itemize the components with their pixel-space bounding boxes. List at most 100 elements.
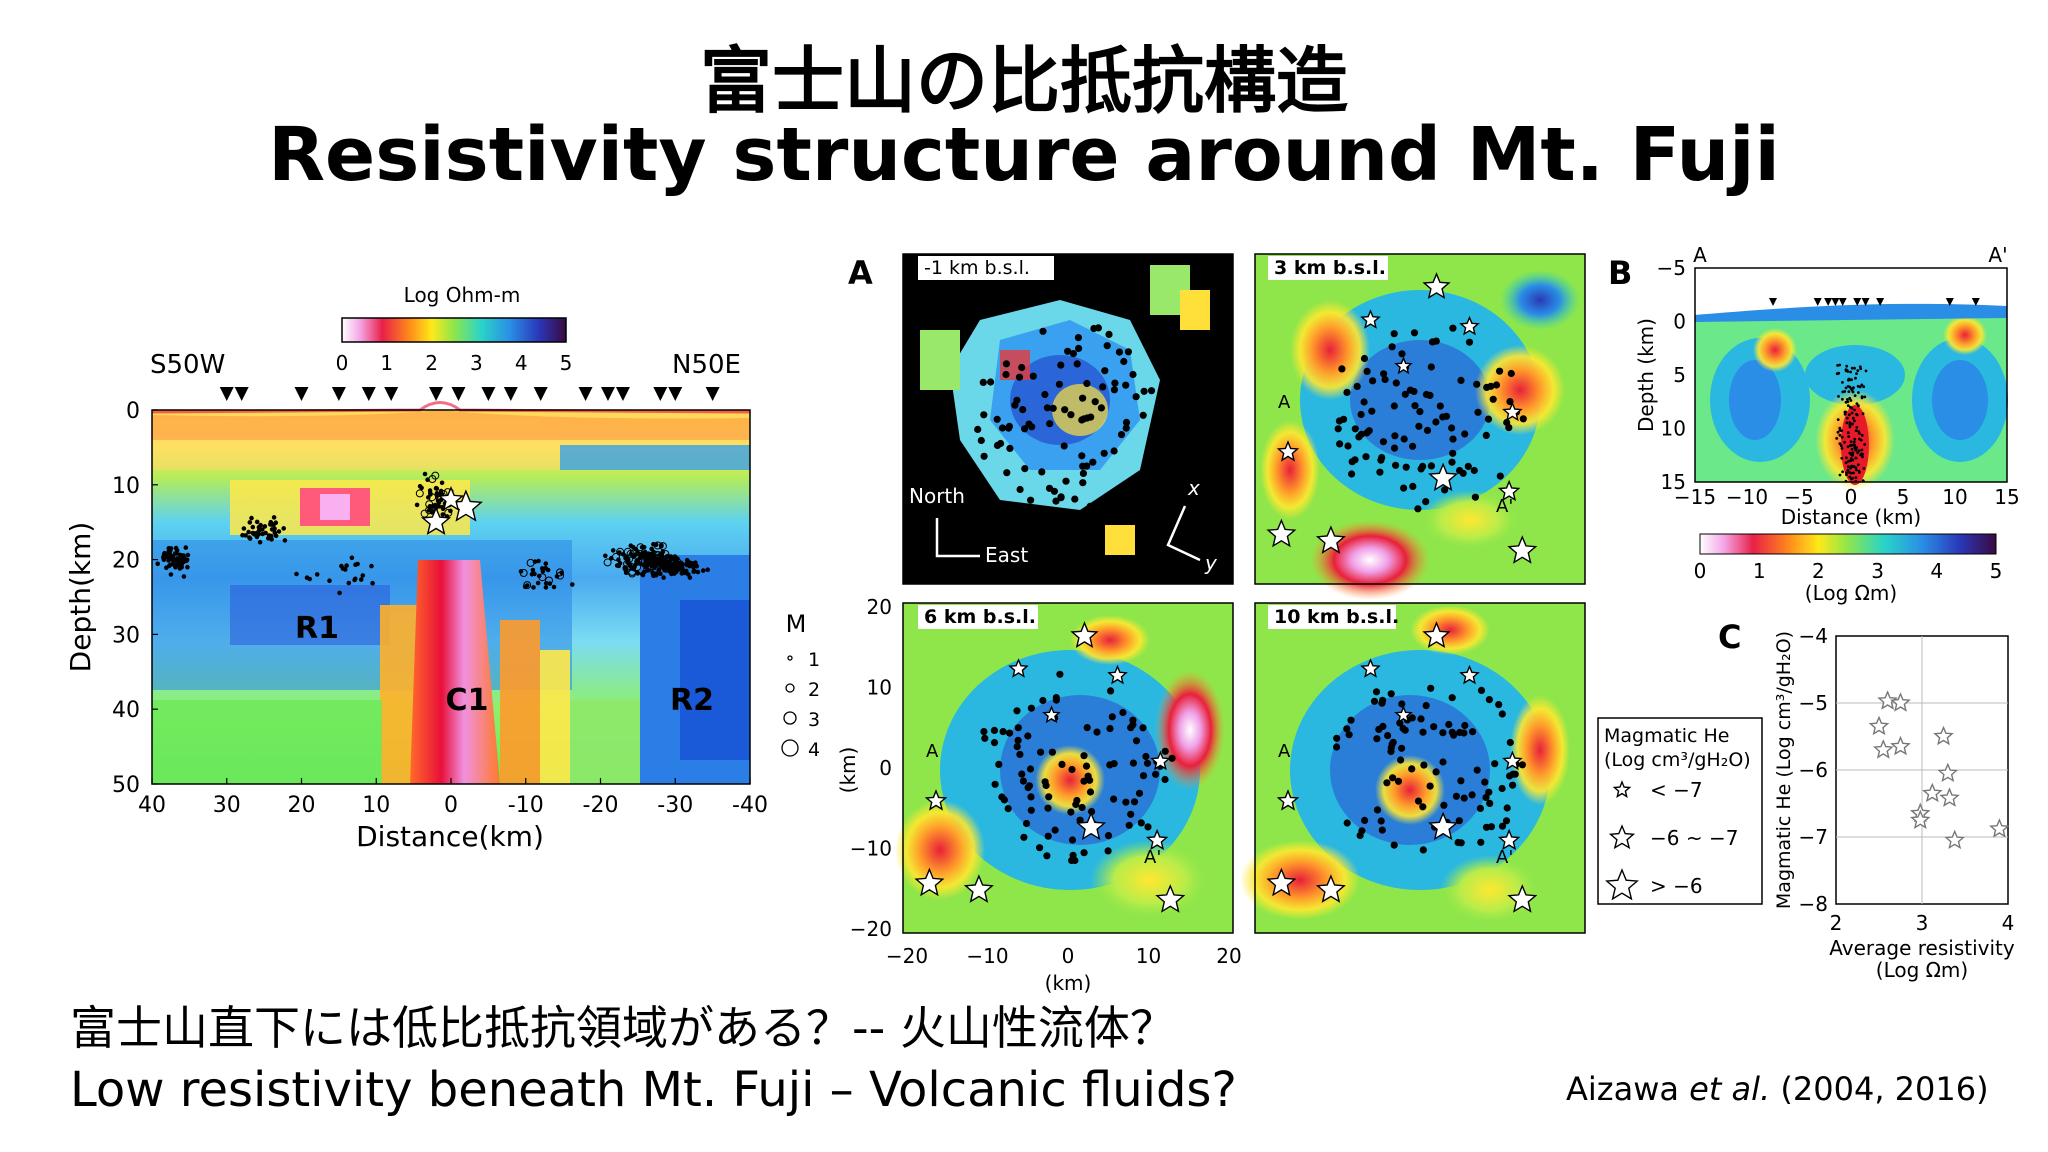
panel-b-colorbar-tick-label: 4 xyxy=(1930,559,1943,583)
map-earthquake-dot xyxy=(1360,398,1368,406)
map-earthquake-dot xyxy=(1044,804,1052,812)
map3-depth-label: 6 km b.s.l. xyxy=(924,606,1036,628)
earthquake-dot xyxy=(691,564,696,570)
panel-c-points xyxy=(1868,690,2010,850)
map2-label-bg xyxy=(1268,256,1388,280)
quake-star xyxy=(420,506,452,535)
map-earthquake-dot xyxy=(1506,738,1514,747)
map-earthquake-dot xyxy=(1147,387,1156,395)
earthquake-dot xyxy=(653,541,662,550)
map-earthquake-dot xyxy=(1014,736,1022,745)
panel-b-quake-dot xyxy=(1845,456,1848,460)
earthquake-dot xyxy=(369,563,374,569)
map3-section-start: A xyxy=(926,741,939,762)
panel-b-quake-dot xyxy=(1839,444,1843,448)
earthquake-dot xyxy=(172,551,178,556)
map-earthquake-dot xyxy=(1002,360,1011,368)
panel-b-quake-dot xyxy=(1856,384,1860,388)
map-earthquake-dot xyxy=(1139,772,1148,780)
helium-star xyxy=(1507,884,1538,913)
earthquake-dot xyxy=(658,562,663,568)
panel-b-quake-dot xyxy=(1858,471,1861,474)
map-earthquake-dot xyxy=(1027,806,1035,814)
map-earthquake-dot xyxy=(1498,710,1506,718)
panel-b-quake-dot xyxy=(1849,387,1853,390)
helium-star xyxy=(1315,874,1346,903)
map-earthquake-dot xyxy=(1027,496,1035,504)
earthquake-dot xyxy=(649,554,658,562)
earthquake-dot xyxy=(644,556,650,561)
map-earthquake-dot xyxy=(1026,765,1035,773)
earthquake-dot xyxy=(417,484,423,489)
panel-b-quake-dot xyxy=(1863,395,1867,399)
map-earthquake-dot xyxy=(990,739,999,747)
earthquake-dot xyxy=(679,571,685,576)
map-earthquake-dot xyxy=(980,452,988,460)
earthquake-dot xyxy=(249,515,254,521)
map-earthquake-dot xyxy=(1449,449,1457,457)
map-earthquake-dot xyxy=(1082,762,1091,770)
map-earthquake-dot xyxy=(1104,847,1112,855)
magnitude-legend: 1 2 3 4 xyxy=(781,649,820,761)
map-earthquake-dot xyxy=(1347,716,1355,724)
station-triangle xyxy=(331,387,346,401)
panel-c-x-tick-label: 2 xyxy=(1830,911,1843,935)
map-earthquake-dot xyxy=(1398,744,1406,752)
map-earthquake-dot xyxy=(1055,380,1063,388)
map-earthquake-dot xyxy=(1000,796,1009,804)
earthquake-dot xyxy=(434,486,440,491)
earthquake-dot xyxy=(700,568,706,573)
earthquake-dot xyxy=(179,564,184,570)
earthquake-dot xyxy=(181,574,187,579)
panel-b-y-tick-label: 0 xyxy=(1673,310,1686,334)
map-earthquake-dot xyxy=(1465,338,1474,346)
panel-b-quake-dot xyxy=(1848,423,1852,427)
panel-a-x-tick-label: 20 xyxy=(1216,944,1241,968)
map-earthquake-dot xyxy=(1390,841,1398,849)
earthquake-dot xyxy=(635,560,641,566)
station-triangle xyxy=(705,387,720,401)
station-triangle xyxy=(503,387,518,401)
earthquake-dot xyxy=(643,564,649,570)
earthquake-dot xyxy=(623,570,629,576)
earthquake-dot xyxy=(519,569,528,577)
panel-b-colorbar-ticks: 0 1 2 3 4 5 xyxy=(1694,559,2003,583)
map1-label-bg xyxy=(918,256,1054,280)
map-earthquake-dot xyxy=(1485,696,1493,704)
map-earthquake-dot xyxy=(1439,413,1447,421)
left-colorbar-title: Log Ohm-m xyxy=(404,283,521,307)
map-earthquake-dot xyxy=(1071,856,1079,865)
map-earthquake-dot xyxy=(1333,743,1341,751)
map-earthquake-dot xyxy=(1111,379,1119,387)
map-earthquake-dot xyxy=(1391,432,1399,440)
panel-b-quake-dot xyxy=(1848,425,1852,429)
panel-b-station-triangle xyxy=(1831,298,1840,306)
map-earthquake-dot xyxy=(1143,451,1152,459)
map-earthquake-dot xyxy=(1448,694,1456,702)
map-earthquake-dot xyxy=(1057,361,1065,369)
map-6km xyxy=(895,603,1233,933)
map-earthquake-dot xyxy=(1143,759,1152,767)
map-earthquake-dot xyxy=(1388,343,1396,351)
panel-c-y-axis-label: Magmatic He (Log cm³/gH₂O) xyxy=(1773,631,1795,909)
map-earthquake-dot xyxy=(1080,752,1088,760)
map-earthquake-dot xyxy=(1006,444,1014,452)
map-earthquake-dot xyxy=(1471,493,1479,501)
map-earthquake-dot xyxy=(1004,805,1012,813)
magnitude-legend-symbol xyxy=(787,655,793,661)
map-earthquake-dot xyxy=(1379,438,1387,446)
map-earthquake-dot xyxy=(1345,731,1353,739)
panel-b-quake-dot xyxy=(1845,416,1849,420)
earthquake-dot xyxy=(669,568,675,573)
map2-section-start: A xyxy=(1278,392,1291,413)
panel-b-quake-dot xyxy=(1860,396,1864,400)
map-earthquake-dot xyxy=(1348,458,1356,466)
panel-b-section-start: A xyxy=(1693,243,1707,267)
panel-b-quake-dot xyxy=(1845,369,1849,372)
map-earthquake-dot xyxy=(1057,494,1065,502)
earthquake-dot xyxy=(673,568,679,574)
left-x-ticks: 40 30 20 10 0 -10 -20 -30 -40 xyxy=(138,778,768,818)
helium-legend-label: < −7 xyxy=(1650,778,1703,802)
earthquake-dot xyxy=(272,526,277,532)
panel-b-quake-dot xyxy=(1860,433,1864,437)
